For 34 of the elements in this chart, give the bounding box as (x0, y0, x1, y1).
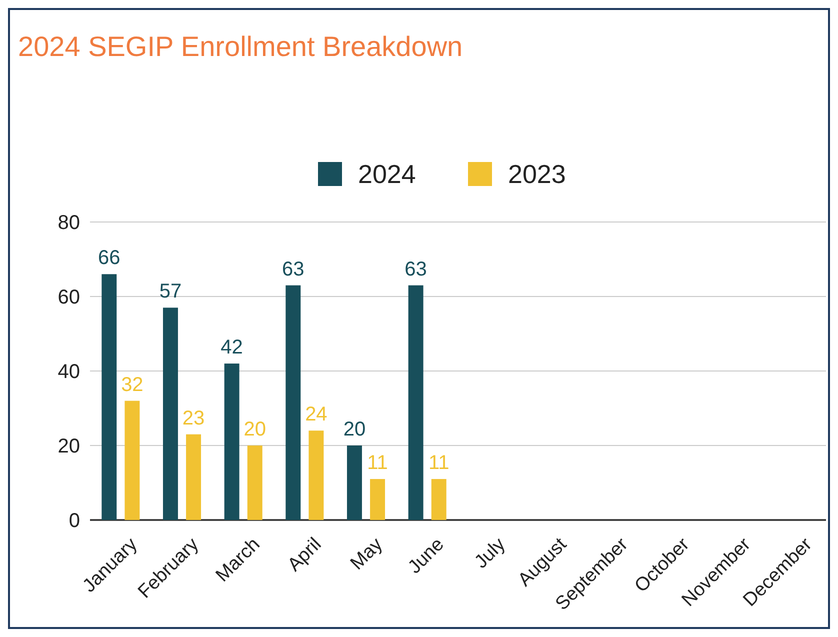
y-tick-label: 20 (58, 436, 80, 458)
data-label: 42 (220, 336, 243, 359)
data-label: 23 (182, 407, 205, 430)
data-label: 24 (305, 404, 328, 426)
data-label: 20 (244, 418, 266, 440)
data-label: 63 (282, 258, 304, 280)
data-label: 66 (98, 247, 120, 270)
bar (162, 308, 178, 520)
bar (102, 274, 117, 520)
data-label: 32 (121, 374, 144, 396)
legend-label: 2023 (508, 159, 566, 190)
bar (346, 446, 362, 520)
y-tick-label: 60 (58, 286, 80, 308)
data-label: 11 (428, 452, 450, 474)
data-label: 63 (404, 258, 427, 280)
legend-label: 2024 (358, 159, 416, 190)
bar (186, 434, 202, 520)
bar (247, 446, 262, 520)
data-label: 20 (343, 418, 366, 440)
y-tick-label: 0 (68, 510, 80, 532)
data-label: 57 (159, 280, 182, 303)
bar (286, 285, 301, 520)
bar (124, 400, 140, 520)
bar (370, 479, 386, 520)
bar (224, 364, 240, 520)
chart-title: 2024 SEGIP Enrollment Breakdown (18, 31, 463, 62)
bar (308, 430, 324, 520)
y-tick-label: 40 (58, 361, 80, 383)
x-tick-label: July (470, 534, 510, 573)
bar (431, 479, 446, 520)
data-label: 11 (367, 452, 388, 474)
y-tick-label: 80 (58, 212, 80, 234)
bar (408, 285, 424, 520)
x-tick-label: May (346, 534, 388, 574)
